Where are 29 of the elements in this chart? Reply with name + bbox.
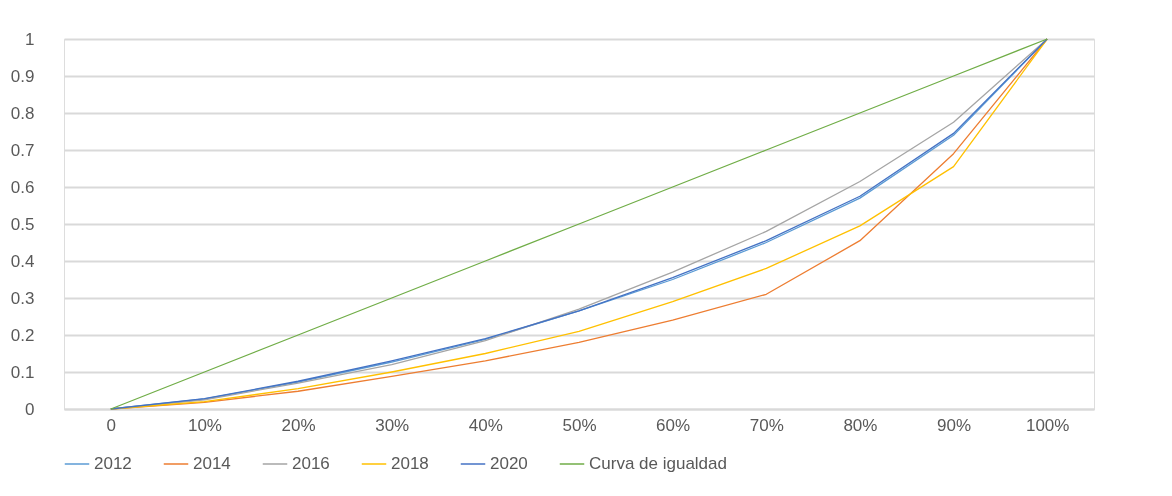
legend-label: 2018 (391, 454, 429, 473)
y-tick-label: 0.5 (10, 214, 35, 234)
x-tick-label: 40% (468, 415, 503, 435)
x-tick-label: 30% (375, 415, 410, 435)
y-tick-label: 0.3 (10, 288, 35, 308)
x-tick-label: 100% (1025, 415, 1070, 435)
x-tick-label: 10% (187, 415, 222, 435)
legend-label: 2016 (292, 454, 330, 473)
x-tick-label: 60% (656, 415, 691, 435)
y-tick-label: 0.4 (10, 251, 35, 271)
legend-label: 2020 (490, 454, 528, 473)
x-tick-label: 80% (843, 415, 878, 435)
x-tick-label: 70% (749, 415, 784, 435)
legend-label: Curva de igualdad (589, 454, 727, 473)
y-tick-label: 0 (25, 399, 35, 419)
line-series (110, 38, 1048, 410)
x-tick-label: 50% (562, 415, 597, 435)
y-tick-label: 0.9 (10, 66, 35, 86)
x-tick-label: 20% (281, 415, 316, 435)
x-tick-label: 90% (937, 415, 972, 435)
x-tick-label: 0 (106, 415, 117, 435)
y-tick-label: 0.2 (10, 325, 35, 345)
y-tick-label: 0.1 (10, 362, 35, 382)
legend-label: 2012 (94, 454, 132, 473)
y-tick-label: 0.6 (10, 177, 35, 197)
y-tick-label: 1 (25, 29, 35, 49)
y-tick-label: 0.7 (10, 140, 35, 160)
legend-label: 2014 (193, 454, 231, 473)
y-tick-label: 0.8 (10, 103, 35, 123)
